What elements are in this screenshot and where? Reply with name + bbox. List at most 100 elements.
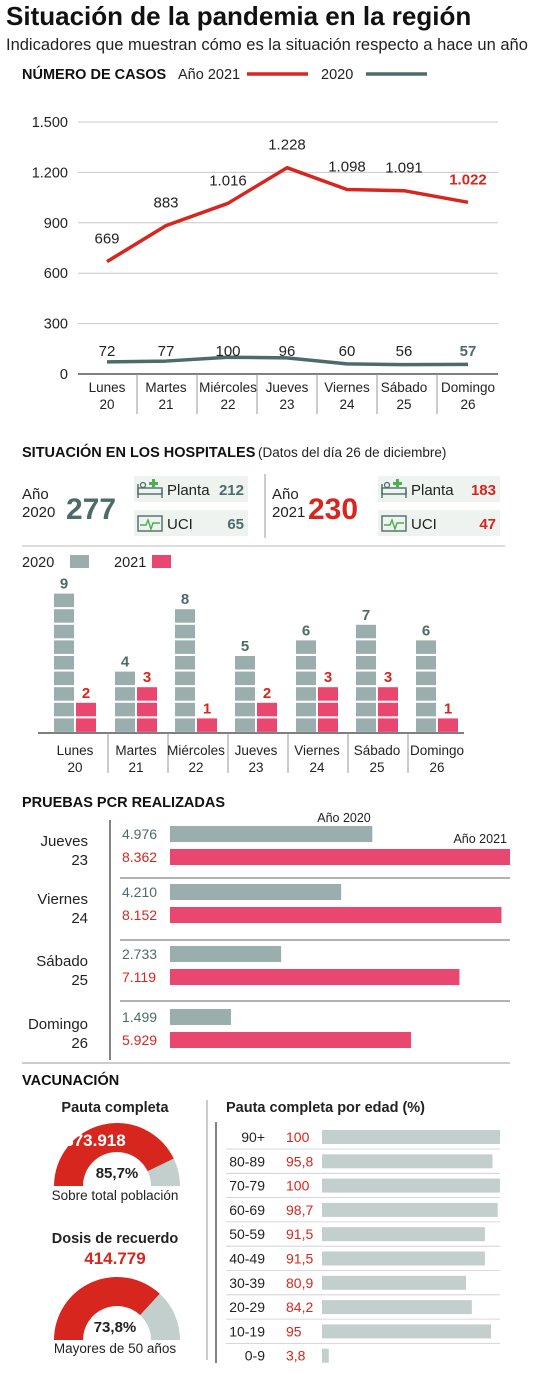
age-value: 91,5 [286,1251,313,1267]
bar-2020-lunes [54,593,74,732]
data-label: 3 [143,669,151,686]
bar-unit [416,702,436,717]
bar-2020-viernes [296,640,316,732]
data-label: 7 [362,607,370,624]
bar-unit [378,687,398,701]
recuerdo-percent: 73,8% [94,1319,137,1336]
x-tick-label: Jueves [266,380,309,395]
x-tick-label: 24 [339,397,355,412]
hosp-2021-planta-value: 183 [471,482,496,499]
bar-2020 [170,884,342,900]
hosp-2021-label-top: Año [272,486,299,503]
recuerdo-gauge [54,1277,180,1340]
cases-section-title: NÚMERO DE CASOS [22,65,167,83]
age-label: 0-9 [245,1348,265,1364]
bar-unit [296,702,316,717]
x-tick-label: 25 [396,397,411,412]
page-subtitle: Indicadores que muestran cómo es la situ… [6,36,528,54]
value-2021: 8.362 [122,849,157,865]
x-tick-label: Sábado [381,380,428,395]
bar-unit [54,702,74,717]
x-tick-label: 21 [158,397,173,412]
bar-unit [257,718,277,732]
bar-unit [416,640,436,654]
gauge-filled [54,1277,160,1340]
data-label: 1.016 [209,172,247,189]
bar-unit [356,702,376,717]
value-2020: 2.733 [122,946,157,962]
data-label: 4 [121,654,130,671]
bar-2021 [170,907,502,923]
hosp-2021-uci-label: UCI [411,516,437,533]
age-bar-chart: 90+ 100 80-89 95,8 70-79 100 60-69 98,7 50-59 91,… [215,1122,500,1364]
bar-unit [296,687,316,701]
x-tick-label: Martes [145,380,187,395]
x-tick-label: Miércoles [199,380,257,395]
age-value: 95 [286,1323,302,1339]
pcr-section-title: PRUEBAS PCR REALIZADAS [22,795,225,811]
bar-unit [416,671,436,686]
hosp-2021-label-bottom: 2021 [272,504,305,521]
age-bar [322,1227,485,1242]
monitor-icon [381,515,407,532]
x-tick-label: 20 [67,760,82,775]
x-tick-label: 20 [99,397,114,412]
age-label: 60-69 [229,1202,265,1218]
bar-unit [54,609,74,623]
bar-unit [54,718,74,732]
x-tick-label: Miércoles [167,743,225,758]
data-label: 9 [60,576,68,593]
bar-unit [54,671,74,686]
category-label: 26 [71,1035,88,1052]
data-label: 6 [302,622,310,639]
age-label: 40-49 [229,1251,265,1267]
x-tick-label: Domingo [410,743,464,758]
age-value: 80,9 [286,1275,313,1291]
y-tick-label: 300 [44,317,68,333]
bar-unit [54,687,74,701]
age-bar [322,1324,492,1339]
bar-unit [235,671,255,686]
hosp-2021-uci-value: 47 [479,516,496,533]
bar-unit [257,702,277,717]
bar-2020 [170,1009,231,1025]
bar-unit [175,671,195,686]
bar-unit [175,687,195,701]
bed-icon [381,479,407,498]
bar-unit [175,702,195,717]
data-label: 883 [153,195,178,212]
age-label: 90+ [241,1129,265,1145]
bar-2021-jueves [257,702,277,732]
bar-2020-miércoles [175,609,195,732]
value-2021: 7.119 [122,969,156,985]
x-tick-label: Sábado [354,743,401,758]
bar-unit [175,609,195,623]
data-label: 56 [396,343,413,360]
bar-unit [197,718,217,732]
bar-2021-sábado [378,687,398,732]
age-bar [322,1275,467,1290]
bar-unit [235,656,255,670]
bar-unit [235,702,255,717]
bar-unit [115,718,135,732]
age-label: 80-89 [229,1153,265,1169]
bar-2021 [170,849,510,865]
x-tick-label: Viernes [294,743,340,758]
value-2020: 1.499 [122,1009,157,1025]
bar-unit [356,687,376,701]
x-tick-label: 24 [309,760,325,775]
bar-unit [356,640,376,654]
bar-2020-jueves [235,656,255,732]
bar-unit [54,593,74,608]
x-tick-label: 26 [429,760,444,775]
data-label: 1.228 [268,137,306,154]
data-label: 2 [263,685,271,702]
cases-legend-2021: Año 2021 [178,67,240,83]
data-label: 3 [384,669,392,686]
age-label: 30-39 [229,1275,265,1291]
bar-unit [175,718,195,732]
category-label: Viernes [37,891,88,908]
bar-unit [175,640,195,654]
data-label: 57 [460,343,477,360]
